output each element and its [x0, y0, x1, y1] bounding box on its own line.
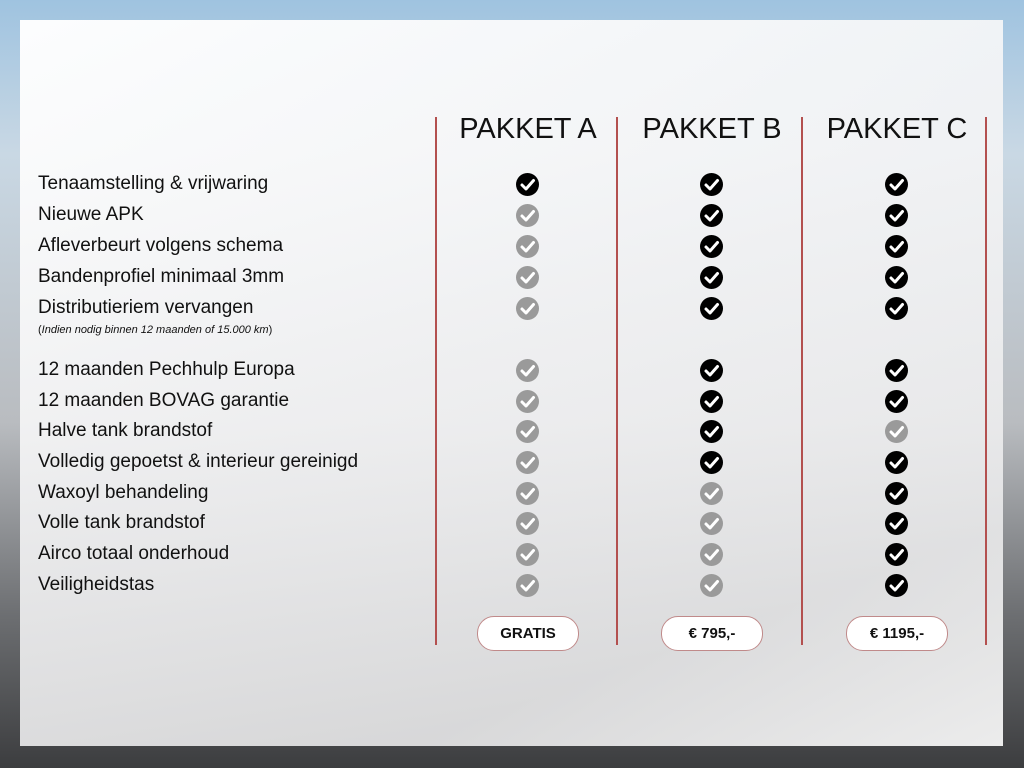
- feature-label: Bandenprofiel minimaal 3mm: [38, 266, 285, 287]
- check-circle-icon: [700, 235, 723, 258]
- feature-label: Distributieriem vervangen: [38, 297, 254, 318]
- check-circle-icon: [885, 482, 908, 505]
- check-circle-icon: [885, 297, 908, 320]
- column-divider: [435, 117, 437, 645]
- note-paren: (: [38, 324, 42, 336]
- check-circle-icon-disabled: [516, 359, 539, 382]
- check-circle-icon-disabled: [516, 204, 539, 227]
- package-header: PAKKET A: [459, 113, 597, 145]
- check-circle-icon: [885, 543, 908, 566]
- check-circle-icon-disabled: [516, 512, 539, 535]
- package-header: PAKKET C: [826, 113, 968, 145]
- check-circle-icon-disabled: [700, 574, 723, 597]
- feature-label: Afleverbeurt volgens schema: [38, 235, 284, 256]
- check-circle-icon: [700, 173, 723, 196]
- check-circle-icon: [885, 512, 908, 535]
- feature-label: 12 maanden Pechhulp Europa: [38, 359, 295, 380]
- check-circle-icon: [700, 204, 723, 227]
- check-circle-icon: [700, 420, 723, 443]
- column-divider: [801, 117, 803, 645]
- check-circle-icon: [885, 266, 908, 289]
- check-circle-icon: [700, 297, 723, 320]
- check-circle-icon-disabled: [516, 266, 539, 289]
- check-circle-icon: [885, 359, 908, 382]
- check-circle-icon: [885, 574, 908, 597]
- check-circle-icon-disabled: [516, 297, 539, 320]
- feature-label: Tenaamstelling & vrijwaring: [38, 173, 269, 194]
- feature-label: Volle tank brandstof: [38, 512, 205, 533]
- check-circle-icon: [885, 390, 908, 413]
- column-divider: [985, 117, 987, 645]
- check-circle-icon-disabled: [516, 420, 539, 443]
- note-text: Indien nodig binnen 12 maanden of 15.000…: [41, 324, 269, 336]
- package-header: PAKKET B: [642, 113, 782, 145]
- feature-label: Veiligheidstas: [38, 574, 155, 595]
- price-button[interactable]: € 795,-: [661, 616, 763, 651]
- check-circle-icon-disabled: [516, 235, 539, 258]
- check-circle-icon: [700, 266, 723, 289]
- feature-label: Volledig gepoetst & interieur gereinigd: [38, 451, 359, 472]
- check-circle-icon: [516, 173, 539, 196]
- check-circle-icon: [885, 235, 908, 258]
- check-circle-icon: [700, 359, 723, 382]
- check-circle-icon-disabled: [700, 482, 723, 505]
- check-circle-icon: [700, 390, 723, 413]
- check-circle-icon-disabled: [885, 420, 908, 443]
- check-circle-icon: [885, 204, 908, 227]
- column-divider: [616, 117, 618, 645]
- check-circle-icon-disabled: [516, 390, 539, 413]
- check-circle-icon-disabled: [700, 512, 723, 535]
- feature-label: Halve tank brandstof: [38, 420, 213, 441]
- check-circle-icon-disabled: [516, 543, 539, 566]
- price-button[interactable]: GRATIS: [477, 616, 579, 651]
- feature-label: Airco totaal onderhoud: [38, 543, 230, 564]
- feature-note: (Indien nodig binnen 12 maanden of 15.00…: [38, 324, 272, 336]
- check-circle-icon: [885, 173, 908, 196]
- check-circle-icon-disabled: [516, 574, 539, 597]
- note-paren: ): [268, 324, 273, 336]
- feature-label: Waxoyl behandeling: [38, 482, 209, 503]
- feature-label: 12 maanden BOVAG garantie: [38, 390, 290, 411]
- check-circle-icon: [885, 451, 908, 474]
- check-circle-icon-disabled: [516, 451, 539, 474]
- price-button[interactable]: € 1195,-: [846, 616, 948, 651]
- feature-label: Nieuwe APK: [38, 204, 144, 225]
- check-circle-icon-disabled: [700, 543, 723, 566]
- check-circle-icon-disabled: [516, 482, 539, 505]
- check-circle-icon: [700, 451, 723, 474]
